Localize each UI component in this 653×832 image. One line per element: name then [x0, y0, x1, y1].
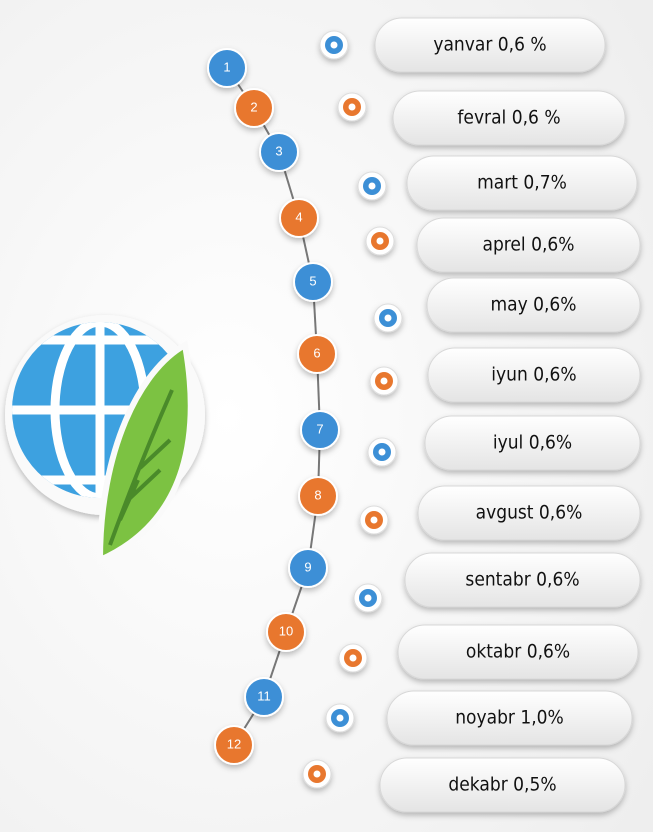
- icon-dot: [369, 183, 376, 190]
- month-label: fevral 0,6 %: [457, 107, 560, 129]
- month-label: sentabr 0,6%: [465, 569, 579, 591]
- icon-dot: [381, 378, 388, 385]
- number-label: 4: [295, 209, 302, 224]
- icon-dot: [350, 655, 357, 662]
- month-label: iyul 0,6%: [493, 432, 572, 454]
- icon-dot: [379, 449, 386, 456]
- icon-dot: [371, 517, 378, 524]
- number-label: 2: [250, 99, 257, 114]
- number-label: 12: [227, 736, 241, 751]
- icon-dot: [331, 42, 338, 49]
- number-label: 5: [309, 273, 316, 288]
- month-label: mart 0,7%: [477, 172, 567, 194]
- month-label: noyabr 1,0%: [455, 707, 564, 729]
- icon-dot: [337, 715, 344, 722]
- month-label: may 0,6%: [490, 294, 576, 316]
- icon-dot: [349, 104, 356, 111]
- month-label: avgust 0,6%: [476, 502, 583, 524]
- number-label: 1: [223, 59, 230, 74]
- month-label: dekabr 0,5%: [448, 774, 556, 796]
- infographic: yanvar 0,6 % 1 fevral 0,6 % 2 mart 0,7% 3 apre…: [0, 0, 653, 832]
- number-label: 6: [313, 345, 320, 360]
- icon-dot: [385, 315, 392, 322]
- icon-dot: [314, 771, 321, 778]
- number-label: 9: [304, 559, 311, 574]
- number-label: 11: [257, 688, 271, 703]
- number-label: 10: [279, 623, 293, 638]
- number-label: 7: [316, 421, 323, 436]
- month-label: aprel 0,6%: [482, 234, 574, 256]
- month-label: yanvar 0,6 %: [433, 34, 546, 56]
- month-label: oktabr 0,6%: [466, 641, 570, 663]
- icon-dot: [365, 595, 372, 602]
- number-label: 8: [314, 487, 321, 502]
- number-label: 3: [275, 143, 282, 158]
- month-label: iyun 0,6%: [491, 364, 576, 386]
- icon-dot: [377, 238, 384, 245]
